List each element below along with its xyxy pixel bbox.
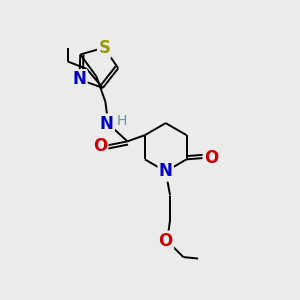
Text: N: N [100, 115, 114, 133]
Text: N: N [73, 70, 86, 88]
Text: O: O [204, 149, 218, 167]
Text: S: S [98, 39, 110, 57]
Text: O: O [93, 137, 107, 155]
Text: O: O [159, 232, 173, 250]
Text: H: H [116, 114, 127, 128]
Text: N: N [159, 162, 172, 180]
